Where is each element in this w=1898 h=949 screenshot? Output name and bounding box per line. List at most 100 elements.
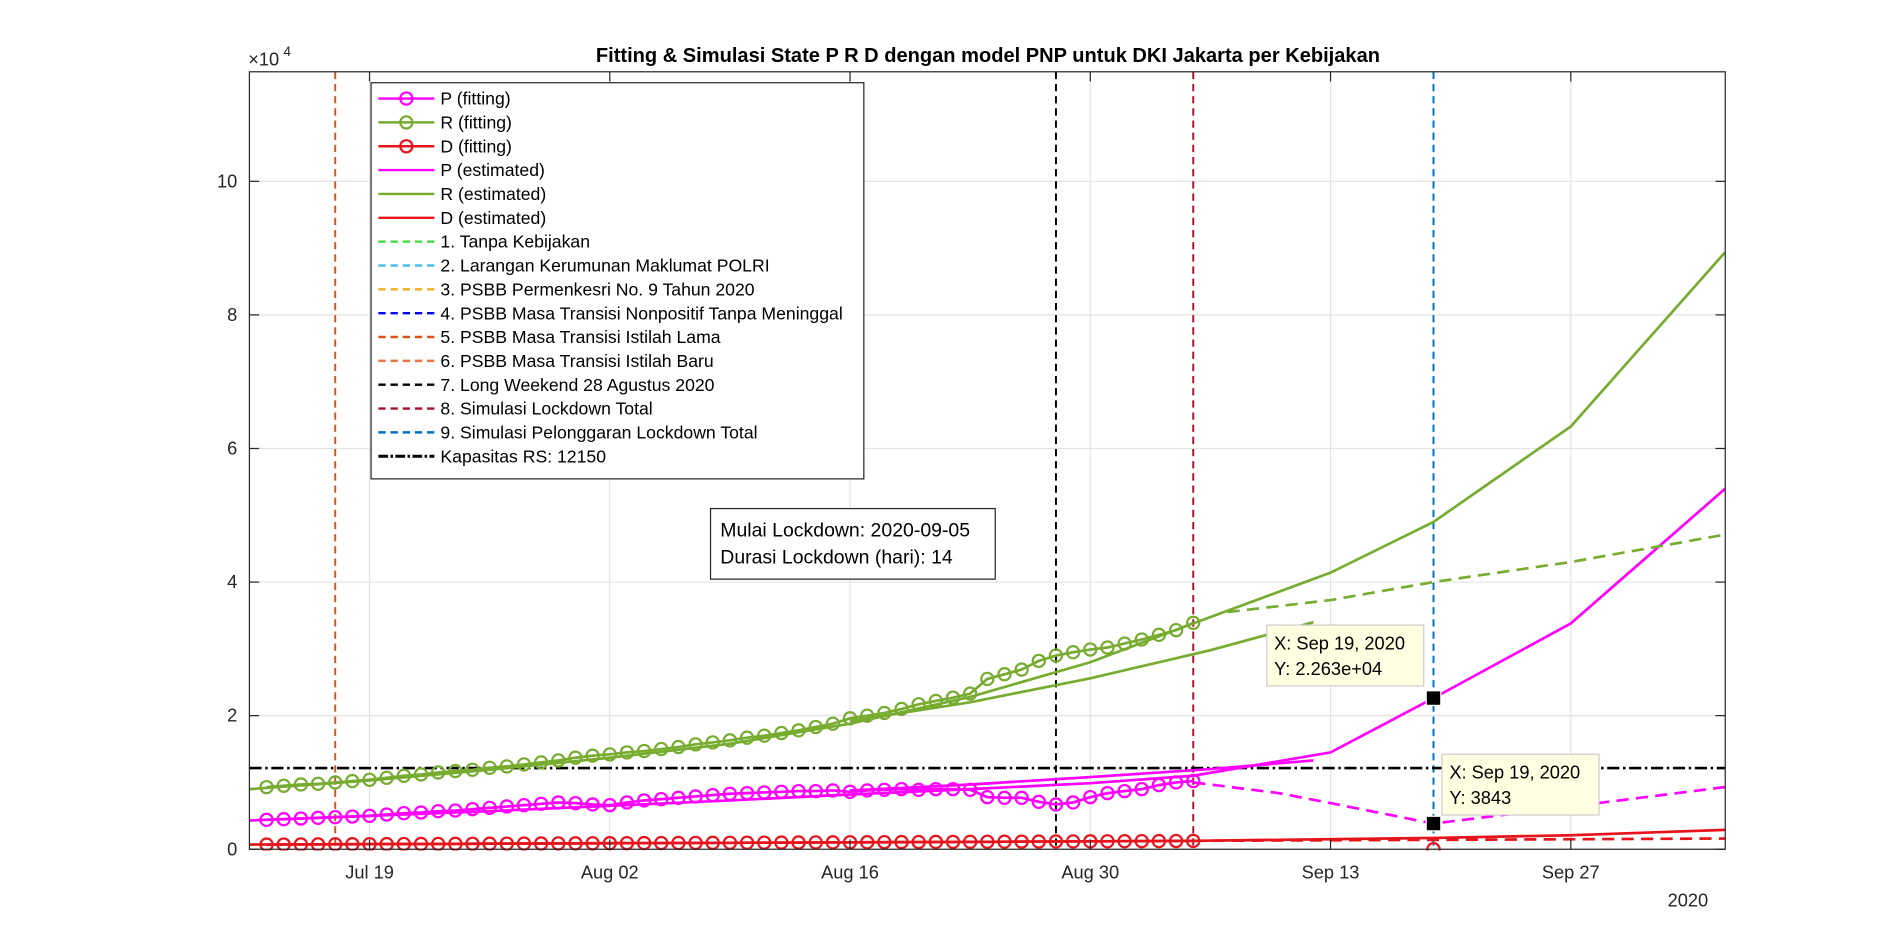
- data-point: [259, 779, 274, 795]
- data-point: [602, 747, 617, 762]
- x-tick-label: Aug 30: [1061, 861, 1119, 882]
- data-point: [774, 725, 789, 741]
- data-point: [808, 783, 823, 799]
- legend-marker: [399, 115, 414, 130]
- data-point: [808, 835, 823, 850]
- x-tick-label: Aug 16: [821, 861, 879, 882]
- legend-marker: [399, 139, 414, 154]
- data-point: [465, 762, 480, 777]
- axes-box: [248, 71, 1726, 850]
- data-point: [1048, 797, 1064, 812]
- data-point: [877, 705, 892, 721]
- data-point: [345, 773, 360, 789]
- legend-label: R (fitting): [440, 112, 512, 132]
- data-point: [688, 737, 703, 752]
- data-point: [739, 730, 755, 745]
- data-point: [396, 836, 412, 851]
- x-tick-label: Sep 27: [1542, 861, 1600, 882]
- data-point: [310, 810, 326, 826]
- data-point: [894, 701, 909, 717]
- data-point: [1186, 773, 1201, 789]
- data-point: [379, 836, 394, 851]
- data-point: [877, 834, 892, 850]
- annotation-text: Mulai Lockdown: 2020-09-05: [720, 520, 970, 542]
- data-point: [533, 796, 549, 811]
- data-point: [431, 765, 446, 780]
- data-point: [808, 719, 823, 735]
- data-point: [431, 803, 446, 819]
- data-point: [551, 753, 566, 768]
- data-point: [396, 805, 412, 821]
- data-point: [1100, 640, 1115, 655]
- data-point: [568, 795, 583, 811]
- data-point: [722, 733, 738, 748]
- datatip-marker: [1425, 815, 1442, 832]
- data-point: [1100, 785, 1115, 801]
- data-point: [1168, 622, 1184, 638]
- data-point: [499, 799, 515, 814]
- data-point: [276, 778, 291, 793]
- data-point: [1134, 781, 1149, 797]
- datatip-y: Y: 3843: [1449, 787, 1511, 808]
- data-point: [1031, 794, 1046, 809]
- data-point: [396, 768, 412, 783]
- data-point: [379, 807, 394, 822]
- data-point: [310, 837, 326, 851]
- series-line: [266, 839, 1194, 846]
- data-point: [413, 805, 429, 820]
- data-point: [1048, 648, 1064, 663]
- data-point: [791, 723, 806, 738]
- data-point: [654, 741, 669, 757]
- legend-label: P (estimated): [440, 160, 545, 180]
- data-point: [551, 795, 566, 810]
- data-point: [705, 735, 720, 750]
- data-point: [362, 772, 377, 787]
- data-point: [842, 711, 858, 726]
- data-point: [1014, 834, 1029, 849]
- data-point: [980, 671, 995, 687]
- data-point: [413, 767, 429, 782]
- data-point: [928, 693, 944, 709]
- data-point: [499, 759, 515, 774]
- data-point: [1151, 777, 1167, 793]
- data-point: [362, 836, 377, 851]
- data-point: [448, 836, 463, 851]
- data-point: [482, 800, 497, 816]
- legend-marker: [399, 91, 414, 106]
- legend-label: P (fitting): [440, 89, 510, 109]
- y-tick-label: 2: [227, 705, 237, 726]
- legend-label: D (fitting): [440, 136, 512, 156]
- data-point: [448, 803, 463, 818]
- data-point: [928, 781, 944, 797]
- data-point: [1031, 653, 1046, 669]
- data-point: [602, 797, 617, 813]
- data-point: [911, 782, 926, 797]
- data-point: [860, 783, 875, 798]
- datatip-x: X: Sep 19, 2020: [1274, 632, 1405, 653]
- data-point: [1100, 834, 1115, 849]
- data-point: [1014, 662, 1029, 677]
- data-point: [1065, 834, 1081, 849]
- series-line: [266, 621, 1194, 789]
- data-point: [1083, 642, 1098, 657]
- data-point: [774, 784, 789, 799]
- series-line: [266, 779, 1194, 822]
- data-point: [1134, 833, 1149, 849]
- data-point: [671, 790, 686, 805]
- data-point: [636, 743, 652, 759]
- legend-label: R (estimated): [440, 184, 546, 204]
- data-point: [911, 834, 926, 850]
- legend-label: 1. Tanpa Kebijakan: [440, 232, 590, 252]
- data-point: [894, 834, 909, 850]
- annotation-box: [709, 507, 996, 580]
- datatip-box: [1441, 753, 1600, 816]
- data-point: [997, 667, 1012, 682]
- data-point: [860, 835, 875, 850]
- data-point: [739, 785, 755, 801]
- legend-label: 7. Long Weekend 28 Agustus 2020: [440, 375, 714, 395]
- data-point: [1065, 795, 1081, 810]
- y-exponent-base: ×10: [248, 49, 279, 70]
- data-point: [585, 797, 600, 812]
